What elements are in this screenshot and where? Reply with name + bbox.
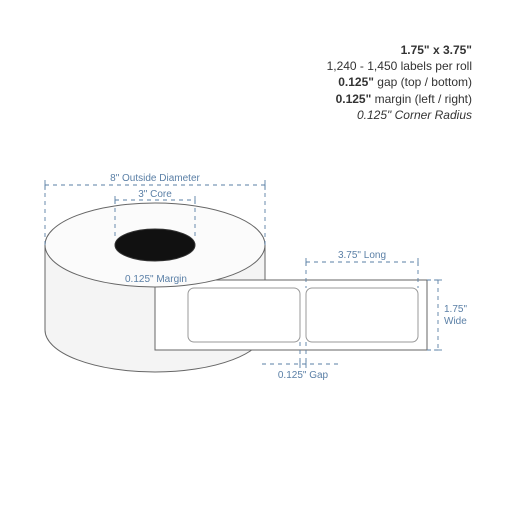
dim-wide-label-top: 1.75" [444, 304, 467, 315]
label-rect-2 [306, 288, 418, 342]
dim-core-label: 3" Core [138, 189, 172, 200]
dim-wide-label-bottom: Wide [444, 316, 467, 327]
dim-long-label: 3.75" Long [338, 250, 386, 261]
diagram: 8" Outside Diameter 3" Core 3.75" Long 1… [0, 0, 512, 512]
roll-core [115, 229, 195, 261]
dim-margin-label: 0.125" Margin [125, 274, 187, 285]
dim-outside-label: 8" Outside Diameter [110, 173, 200, 184]
label-rect-1 [188, 288, 300, 342]
dim-gap-label: 0.125" Gap [278, 370, 329, 381]
